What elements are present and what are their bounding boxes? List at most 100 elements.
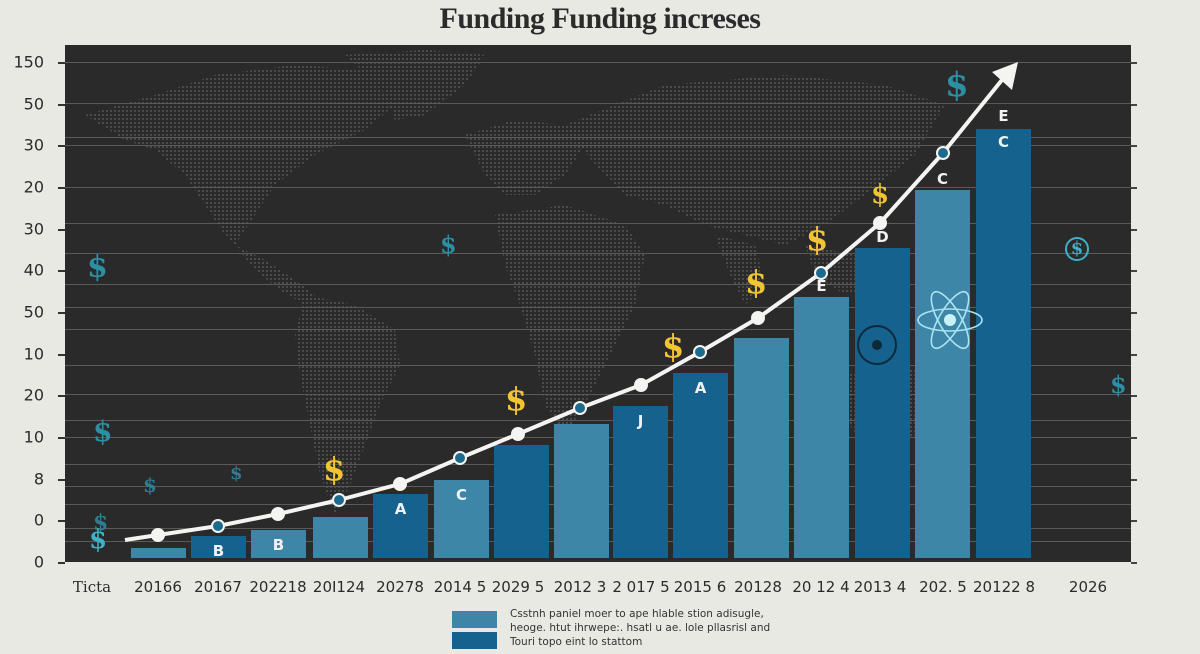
trend-arrow [124,62,1018,542]
bar-label: J [637,412,644,430]
right-tick-mark [1131,62,1137,64]
dollar-icon: $ [143,473,157,497]
y-tick-label: 50 [23,94,44,114]
right-tick-mark [1131,103,1137,106]
right-tick-mark [1131,270,1137,273]
bar [554,424,609,558]
y-tick-label: 10 [23,427,44,447]
y-tick-label: 0 [33,552,44,572]
y-tick-label: 8 [33,469,44,489]
dollar-icon: $ [93,415,113,448]
bar: C [915,170,970,558]
gold-dollar-icon: $ [806,220,829,258]
bar: E [794,277,849,558]
right-tick-mark [1131,437,1137,439]
y-tick-mark [58,62,65,64]
dollar-icon: $ [1110,370,1127,399]
right-tick-mark [1131,520,1137,523]
y-tick-label: 40 [23,260,44,280]
right-tick-mark [1131,228,1137,231]
gold-dollar-icon: $ [662,327,685,365]
y-tick-mark [58,103,65,106]
bar-top-label: E [998,107,1009,125]
x-tick-label: 20278 [376,578,424,596]
x-tick-label: 2029 5 [491,578,545,596]
x-tick-label: 202. 5 [919,578,967,596]
gold-dollar-icon: $ [745,263,768,301]
grid-line [65,137,1131,138]
y-tick-mark [58,145,65,148]
right-tick-mark [1131,145,1137,148]
dollar-coin-icon: $ [1065,237,1089,261]
atom-icon [917,290,983,350]
x-tick-label: 2015 6 [673,578,727,596]
x-tick-label: 20167 [194,578,242,596]
y-tick-mark [58,228,65,231]
x-tick-label: 2013 4 [853,578,907,596]
bar [494,445,549,558]
bar: J [613,406,668,558]
gold-dollar-icon: $ [323,450,346,488]
bar: C [434,480,489,558]
x-tick-label: 2026 [1068,578,1108,596]
bar-label: A [394,500,407,518]
x-tick-label: 20 12 4 [792,578,850,596]
bar-label: B [212,542,225,560]
chart-title: Funding Funding increses [439,2,761,35]
grid-line [65,420,1131,421]
y-tick-label: 30 [23,219,44,239]
y-tick-mark [58,312,65,314]
bar: A [373,494,428,558]
bar [313,517,368,558]
bar-label: D [876,228,889,246]
y-tick-label: 0 [33,510,44,530]
x-tick-label: 20166 [134,578,182,596]
grid-line [65,145,1131,146]
y-tick-label: 30 [23,135,44,155]
right-tick-mark [1131,187,1137,189]
grid-line [65,329,1131,330]
x-tick-label: 2014 5 [433,578,487,596]
dollar-icon: $ [93,510,109,536]
x-tick-label: 2012 3 [553,578,607,596]
y-tick-label: 150 [13,52,44,72]
right-tick-mark [1131,312,1137,314]
y-tick-mark [58,187,65,189]
x-tick-label: 20122 8 [972,578,1036,596]
grid-line [65,284,1131,285]
y-tick-mark [58,270,65,273]
grid-line [65,62,1131,63]
y-tick-mark [58,437,65,439]
x-tick-label: 2 017 5 [612,578,670,596]
y-tick-mark [58,395,65,398]
grid-line [65,223,1131,224]
world-map-background [85,50,945,515]
bar: A [673,373,728,558]
bar-label: C [997,133,1009,151]
bar: B [191,536,246,560]
dollar-icon: $ [440,230,457,259]
x-tick-label: 202218 [249,578,307,596]
bar-label: C [936,170,948,188]
bar-label: E [816,277,827,295]
bar-label: A [694,379,707,397]
legend-swatch-dark [452,632,497,649]
grid-line [65,307,1131,308]
right-tick-mark [1131,562,1137,564]
grid-line [65,187,1131,188]
dollar-icon: $ [230,463,243,484]
legend-swatch-light [452,611,497,628]
right-tick-mark [1131,478,1137,481]
bar [734,338,789,558]
target-icon [857,325,897,365]
y-tick-mark [58,478,65,481]
right-tick-mark [1131,353,1137,356]
bar: B [251,530,306,558]
y-tick-label: 10 [23,344,44,364]
bar-label: C [455,486,467,504]
y-tick-label: 50 [23,302,44,322]
x-tick-label: 20I124 [312,578,366,596]
bar [131,548,186,558]
